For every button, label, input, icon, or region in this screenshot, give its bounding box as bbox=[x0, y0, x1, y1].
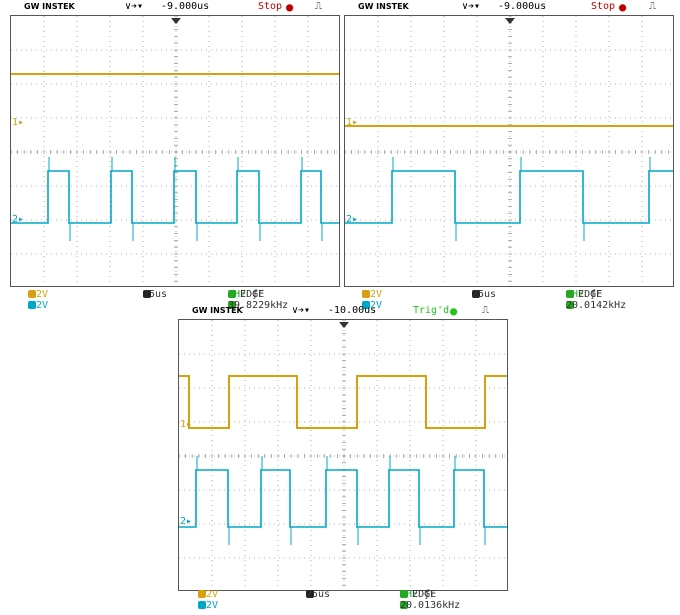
ch2-position-marker: 2▸ bbox=[180, 516, 193, 527]
ch2-scale: ⎓ 2V bbox=[28, 301, 48, 311]
ch1-position-marker: 1▸ bbox=[12, 117, 25, 128]
ch2-trace bbox=[11, 170, 339, 224]
trigger-info: CH2 EDGE ƒF bbox=[228, 289, 265, 300]
ch2-position-marker: 2▸ bbox=[12, 214, 25, 225]
ch2-trace bbox=[345, 170, 673, 224]
stop-dot-icon: ● bbox=[286, 0, 294, 14]
ch2-scale: ⎓ 2V bbox=[362, 301, 382, 311]
ch2-position-marker: 2▸ bbox=[346, 214, 359, 225]
trig-dot-icon: ● bbox=[450, 304, 458, 318]
graticule bbox=[11, 16, 339, 286]
ch2-scale: ⎓ 2V bbox=[198, 601, 218, 611]
run-status[interactable]: Stop bbox=[591, 1, 616, 12]
brand-logo: GW INSTEK bbox=[192, 306, 243, 315]
scope-panel-top-left: GW INSTEK ∨➔▾ -9.000us Stop ● ⎍ 1▸ 2▸ ⎓ … bbox=[10, 0, 344, 312]
ch1-trace bbox=[179, 375, 507, 429]
graticule bbox=[179, 320, 507, 590]
ch1-scale: ⎓ 2V bbox=[28, 290, 48, 300]
ch2-trace bbox=[179, 469, 507, 528]
ch1-scale: ⎓ 2V bbox=[362, 290, 382, 300]
scope-header: GW INSTEK ∨➔▾ -9.000us Stop ● ⎍ bbox=[10, 0, 344, 14]
time-offset: -9.000us bbox=[161, 1, 210, 12]
ch1-position-marker: 1▸ bbox=[180, 419, 193, 430]
scope-footer: ⎓ 2V ⎓ 2V 25us CH2 EDGE ƒF 20.0142kHz bbox=[344, 290, 678, 312]
scope-panel-bottom: GW INSTEK ∨➔▾ -10.00us Trig'd ● ⎍ 1▸ 2▸ … bbox=[178, 304, 512, 614]
pulse-icon: ⎍ bbox=[482, 305, 489, 316]
trigger-info: CH2 EDGE ƒF bbox=[400, 589, 437, 600]
trigger-time-marker bbox=[171, 18, 181, 24]
waveform-display bbox=[344, 15, 674, 287]
brand-logo: GW INSTEK bbox=[24, 2, 75, 11]
trigger-position-icon: ∨➔▾ bbox=[292, 305, 311, 316]
time-offset: -9.000us bbox=[498, 1, 547, 12]
brand-logo: GW INSTEK bbox=[358, 2, 409, 11]
run-status[interactable]: Stop bbox=[258, 1, 283, 12]
scope-panel-top-right: GW INSTEK ∨➔▾ -9.000us Stop ● ⎍ 1▸ 2▸ ⎓ … bbox=[344, 0, 678, 312]
pulse-icon: ⎍ bbox=[649, 1, 656, 12]
ch1-position-marker: 1▸ bbox=[346, 117, 359, 128]
main-timebase-icon bbox=[143, 290, 151, 298]
graticule bbox=[345, 16, 673, 286]
waveform-canvas bbox=[11, 16, 339, 286]
waveform-display bbox=[178, 319, 508, 591]
waveform-canvas bbox=[345, 16, 673, 286]
run-status[interactable]: Trig'd bbox=[413, 305, 450, 316]
waveform-canvas bbox=[179, 320, 507, 590]
trigger-position-icon: ∨➔▾ bbox=[462, 1, 481, 12]
waveform-display bbox=[10, 15, 340, 287]
main-timebase-icon bbox=[306, 590, 314, 598]
trigger-position-icon: ∨➔▾ bbox=[125, 1, 144, 12]
stop-dot-icon: ● bbox=[619, 0, 627, 14]
time-offset: -10.00us bbox=[328, 305, 377, 316]
scope-header: GW INSTEK ∨➔▾ -10.00us Trig'd ● ⎍ bbox=[178, 304, 512, 318]
trigger-time-marker bbox=[339, 322, 349, 328]
ch1-scale: ⎓ 2V bbox=[198, 590, 218, 600]
main-timebase-icon bbox=[472, 290, 480, 298]
scope-footer: ⎓ 2V ⎓ 2V 25us CH2 EDGE ƒF 20.0136kHz bbox=[178, 590, 512, 612]
trigger-info: CH2 EDGE ƒF bbox=[566, 289, 603, 300]
scope-header: GW INSTEK ∨➔▾ -9.000us Stop ● ⎍ bbox=[344, 0, 678, 14]
pulse-icon: ⎍ bbox=[315, 1, 322, 12]
scope-footer: ⎓ 2V ⎓ 2V 25us CH2 EDGE ƒF 39.8229kHz bbox=[10, 290, 344, 312]
trigger-time-marker bbox=[505, 18, 515, 24]
